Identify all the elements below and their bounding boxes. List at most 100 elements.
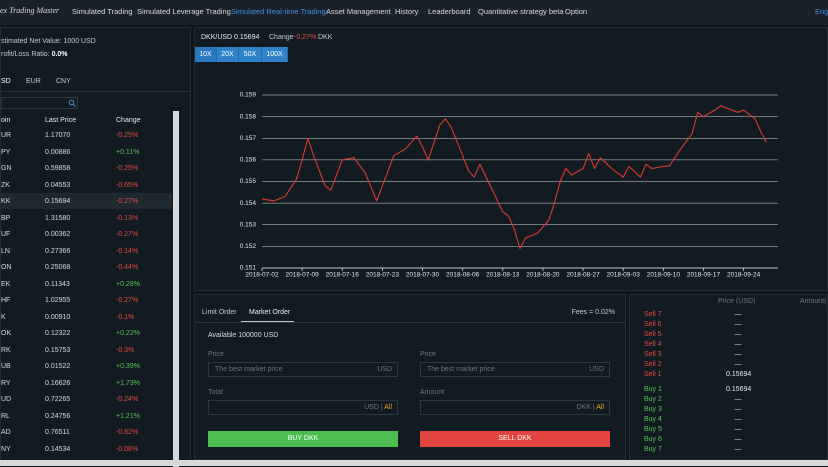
coin[interactable]: NY bbox=[1, 445, 11, 453]
nav-item[interactable]: Simulated Real-time Trading bbox=[231, 7, 326, 16]
sell-price-input[interactable]: The best market price USD bbox=[420, 362, 610, 377]
coin[interactable]: UB bbox=[1, 363, 11, 370]
leverage-button[interactable]: 50X bbox=[239, 47, 262, 62]
coin[interactable]: EK bbox=[1, 280, 11, 288]
table-header: oin bbox=[1, 117, 11, 124]
coin[interactable]: ON bbox=[1, 264, 12, 271]
tab-market[interactable]: Market Order bbox=[249, 309, 291, 316]
change: -0.27% bbox=[116, 297, 139, 304]
last-price: 0.01522 bbox=[45, 363, 71, 370]
nav-item[interactable]: History bbox=[395, 7, 419, 16]
nav-item[interactable]: Simulated Leverage Trading bbox=[137, 7, 231, 16]
change: +0.28% bbox=[116, 280, 140, 288]
buy-price-label: Price bbox=[208, 351, 224, 358]
last-price: 0.14534 bbox=[45, 445, 71, 453]
price: — bbox=[734, 426, 742, 433]
x-tick-label: 2018-08-06 bbox=[446, 272, 480, 279]
separator: | bbox=[592, 404, 595, 411]
buy-price-input[interactable]: The best market price USD bbox=[208, 362, 398, 377]
buy-button[interactable]: BUY DKK bbox=[208, 431, 398, 447]
last-price: 0.16626 bbox=[45, 379, 71, 387]
coin[interactable]: LN bbox=[1, 247, 10, 255]
price: — bbox=[734, 416, 742, 423]
change: -0.82% bbox=[116, 429, 139, 436]
sell-button[interactable]: SELL DKK bbox=[420, 431, 610, 447]
coin[interactable]: AD bbox=[1, 429, 11, 436]
change: -0.14% bbox=[116, 247, 139, 255]
change: +0.22% bbox=[116, 330, 140, 337]
change: -0.25% bbox=[116, 132, 139, 139]
nav-item[interactable]: Asset Management bbox=[326, 7, 391, 16]
change: -0.25% bbox=[116, 165, 139, 172]
last-price: 0.12322 bbox=[45, 330, 71, 337]
x-tick-label: 2018-07-16 bbox=[326, 272, 360, 279]
all[interactable]: All bbox=[596, 404, 604, 411]
coin[interactable]: GN bbox=[1, 165, 12, 172]
coin[interactable]: RL bbox=[1, 412, 10, 420]
coin[interactable]: ZK bbox=[1, 181, 10, 189]
coin[interactable]: KK bbox=[1, 198, 11, 205]
order-panel: Limit Order Market Order Fees = 0.02% Av… bbox=[194, 294, 626, 460]
order-book: Price (USD) Amount( Sell 7 — Sell 6 — Sell 5… bbox=[629, 294, 828, 460]
change: -0.24% bbox=[116, 396, 139, 403]
last-price: 0.25068 bbox=[45, 264, 71, 271]
price: — bbox=[734, 321, 742, 328]
pl-value: 0.0% bbox=[51, 51, 68, 58]
coin[interactable]: K bbox=[1, 313, 6, 321]
language[interactable]: Engli bbox=[815, 7, 828, 16]
x-tick-label: 2018-07-02 bbox=[245, 272, 279, 279]
search-box[interactable] bbox=[1, 97, 78, 109]
coin[interactable]: HF bbox=[1, 297, 11, 304]
currency-tab[interactable]: CNY bbox=[56, 78, 71, 85]
last-price: 1.02955 bbox=[45, 297, 71, 304]
leverage-button[interactable]: 100X bbox=[262, 47, 288, 62]
tab-limit[interactable]: Limit Order bbox=[202, 309, 237, 316]
left-panel: stimated Net Value: 1000 USD rofit/Loss … bbox=[0, 27, 191, 467]
scrollbar[interactable] bbox=[173, 111, 179, 467]
sell-label: Sell 5 bbox=[644, 331, 662, 338]
last-price: 0.15694 bbox=[45, 198, 71, 205]
change: +1.21% bbox=[116, 412, 140, 420]
buy-label: Buy 6 bbox=[644, 436, 662, 443]
last-price: 0.00910 bbox=[45, 313, 71, 321]
buy-label: Buy 5 bbox=[644, 426, 662, 433]
y-tick-label: 0.158 bbox=[240, 113, 257, 120]
sell-amount-input[interactable]: DKK | All bbox=[420, 400, 610, 415]
buy-label: Buy 3 bbox=[644, 406, 662, 413]
unit: USD bbox=[377, 366, 392, 373]
amount-header: Amount( bbox=[800, 298, 827, 305]
nav-item[interactable]: Quantitative strategy beta bbox=[478, 7, 564, 16]
coin[interactable]: UF bbox=[1, 231, 11, 238]
change: -0.1% bbox=[116, 313, 135, 321]
leverage-button[interactable]: 20X bbox=[217, 47, 239, 62]
coin[interactable]: UR bbox=[1, 132, 12, 139]
buy-total-input[interactable]: USD | All bbox=[208, 400, 398, 415]
coin[interactable]: UD bbox=[1, 396, 12, 403]
change-value: -0.27% bbox=[294, 34, 317, 41]
coin[interactable]: BP bbox=[1, 214, 11, 222]
leverage-button[interactable]: 10X bbox=[195, 47, 217, 62]
nav-item[interactable]: Simulated Trading bbox=[72, 7, 133, 16]
all[interactable]: All bbox=[384, 404, 392, 411]
y-tick-label: 0.159 bbox=[240, 92, 257, 99]
coin[interactable]: RY bbox=[1, 379, 11, 387]
coin[interactable]: PY bbox=[1, 148, 11, 156]
last-price: 0.27366 bbox=[45, 247, 71, 255]
y-tick-label: 0.155 bbox=[240, 178, 257, 185]
logo[interactable]: ex Trading Master bbox=[0, 6, 60, 15]
last-price: 0.00362 bbox=[45, 231, 71, 238]
currency-tab[interactable]: EUR bbox=[26, 78, 41, 85]
currency-tab[interactable]: SD bbox=[1, 78, 11, 85]
x-tick-label: 2018-07-30 bbox=[406, 272, 440, 279]
h-scrollbar[interactable] bbox=[0, 460, 828, 466]
sell-label: Sell 7 bbox=[644, 311, 662, 318]
pair-price: DKK/USD 0.15694 bbox=[201, 34, 260, 41]
coin[interactable]: OK bbox=[1, 330, 12, 337]
coin[interactable]: RK bbox=[1, 346, 11, 354]
nav-item[interactable]: Leaderboard bbox=[428, 7, 471, 16]
last-price: 0.24756 bbox=[45, 412, 71, 420]
x-tick-label: 2018-09-24 bbox=[727, 272, 761, 279]
nav-item[interactable]: Option bbox=[565, 7, 588, 16]
x-tick-label: 2018-08-27 bbox=[566, 272, 600, 279]
x-tick-label: 2018-09-17 bbox=[687, 272, 721, 279]
